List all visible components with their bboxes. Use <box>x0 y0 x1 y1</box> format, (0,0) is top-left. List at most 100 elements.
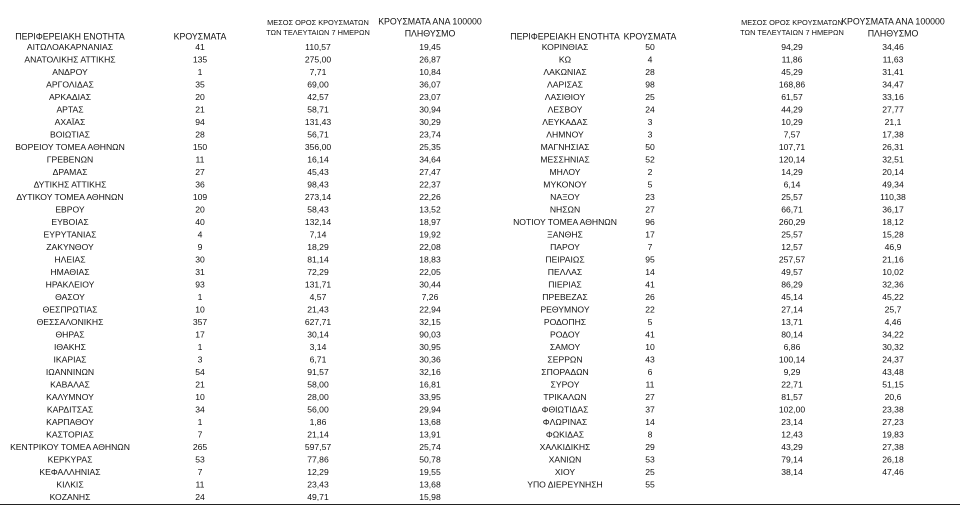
cell-value: 54 <box>195 367 205 377</box>
cell-value: 23,38 <box>882 404 904 414</box>
region-name: ΝΗΣΩΝ <box>550 204 580 214</box>
cell-value: 95 <box>645 254 655 264</box>
region-name: ΣΕΡΡΩΝ <box>547 354 582 364</box>
cell-value: 41 <box>645 279 655 289</box>
cell-value: 43,48 <box>882 367 904 377</box>
cell-value: 16,14 <box>307 154 329 164</box>
cell-value: 13,71 <box>781 317 803 327</box>
cell-value: 18,83 <box>419 254 441 264</box>
cell-value: 45,22 <box>882 292 904 302</box>
region-name: ΔΥΤΙΚΗΣ ΑΤΤΙΚΗΣ <box>34 179 107 189</box>
column-header: ΚΡΟΥΣΜΑΤΑ ΑΝΑ 100000 <box>378 16 482 26</box>
cell-value: 168,86 <box>779 79 806 89</box>
cell-value: 1 <box>198 292 203 302</box>
cell-value: 132,14 <box>305 217 332 227</box>
cell-value: 356,00 <box>305 142 332 152</box>
cell-value: 13,68 <box>419 417 441 427</box>
cell-value: 86,29 <box>781 279 803 289</box>
region-name: ΘΕΣΣΑΛΟΝΙΚΗΣ <box>37 317 104 327</box>
cell-value: 21,43 <box>307 304 329 314</box>
cell-value: 17 <box>195 329 205 339</box>
region-name: ΕΥΡΥΤΑΝΙΑΣ <box>44 229 97 239</box>
cell-value: 273,14 <box>305 192 332 202</box>
cell-value: 3 <box>648 117 653 127</box>
cell-value: 22,37 <box>419 179 441 189</box>
region-name: ΑΙΤΩΛΟΑΚΑΡΝΑΝΙΑΣ <box>27 42 113 52</box>
column-header: ΠΕΡΙΦΕΡΕΙΑΚΗ ΕΝΟΤΗΤΑ <box>15 31 125 41</box>
cell-value: 265 <box>193 442 208 452</box>
cell-value: 7 <box>198 429 203 439</box>
cell-value: 56,00 <box>307 404 329 414</box>
cell-value: 17 <box>645 229 655 239</box>
region-name: ΧΑΝΙΩΝ <box>549 454 582 464</box>
region-name: ΔΡΑΜΑΣ <box>53 167 88 177</box>
cell-value: 50,78 <box>419 454 441 464</box>
cell-value: 23,14 <box>781 417 803 427</box>
cell-value: 357 <box>193 317 208 327</box>
cell-value: 47,46 <box>882 467 904 477</box>
cell-value: 46,9 <box>885 242 902 252</box>
region-name: ΦΛΩΡΙΝΑΣ <box>543 417 587 427</box>
cell-value: 7 <box>648 242 653 252</box>
region-name: ΑΧΑΪΑΣ <box>55 117 86 127</box>
cell-value: 25,57 <box>781 229 803 239</box>
region-name: ΓΡΕΒΕΝΩΝ <box>47 154 94 164</box>
cell-value: 31 <box>195 267 205 277</box>
cell-value: 12,57 <box>781 242 803 252</box>
region-name: ΚΑΛΥΜΝΟΥ <box>46 392 94 402</box>
cell-value: 29 <box>645 442 655 452</box>
cell-value: 110,38 <box>880 192 906 202</box>
region-name: ΠΙΕΡΙΑΣ <box>548 279 582 289</box>
cell-value: 27,47 <box>419 167 441 177</box>
cell-value: 45,14 <box>781 292 803 302</box>
cell-value: 7 <box>198 467 203 477</box>
cell-value: 98,43 <box>307 179 329 189</box>
cell-value: 6,14 <box>784 179 801 189</box>
cell-value: 11 <box>646 379 655 389</box>
cell-value: 91,57 <box>307 367 329 377</box>
region-name: ΡΕΘΥΜΝΟΥ <box>540 304 589 314</box>
cell-value: 32,51 <box>882 154 904 164</box>
cell-value: 2 <box>648 167 653 177</box>
cell-value: 58,71 <box>307 104 329 114</box>
region-name: ΔΥΤΙΚΟΥ ΤΟΜΕΑ ΑΘΗΝΩΝ <box>16 192 123 202</box>
cell-value: 33,16 <box>882 92 904 102</box>
cell-value: 4,57 <box>310 292 327 302</box>
cell-value: 100,14 <box>779 354 806 364</box>
cell-value: 23 <box>645 192 655 202</box>
cell-value: 30,32 <box>882 342 904 352</box>
column-header: ΤΩΝ ΤΕΛΕΥΤΑΙΩΝ 7 ΗΜΕΡΩΝ <box>740 28 844 37</box>
region-name: ΜΑΓΝΗΣΙΑΣ <box>541 142 590 152</box>
region-name: ΥΠΟ ΔΙΕΡΕΥΝΗΣΗ <box>527 479 603 489</box>
cell-value: 28,00 <box>307 392 329 402</box>
region-name: ΕΒΡΟΥ <box>55 204 85 214</box>
cell-value: 25,35 <box>419 142 441 152</box>
region-name: ΑΡΓΟΛΙΔΑΣ <box>46 79 94 89</box>
region-name: ΠΕΛΛΑΣ <box>548 267 582 277</box>
cell-value: 4 <box>648 54 653 64</box>
region-name: ΗΜΑΘΙΑΣ <box>50 267 89 277</box>
cell-value: 94,29 <box>781 42 803 52</box>
cell-value: 22,94 <box>419 304 441 314</box>
cell-value: 4,46 <box>885 317 902 327</box>
column-header: ΚΡΟΥΣΜΑΤΑ ΑΝΑ 100000 <box>841 16 945 26</box>
column-header: ΜΕΣΟΣ ΟΡΟΣ ΚΡΟΥΣΜΑΤΩΝ <box>267 18 369 27</box>
region-name: ΗΛΕΙΑΣ <box>54 254 85 264</box>
cell-value: 27 <box>645 392 655 402</box>
region-name: ΚΕΡΚΥΡΑΣ <box>48 454 93 464</box>
cell-value: 30,14 <box>307 329 329 339</box>
cell-value: 30,29 <box>419 117 441 127</box>
cell-value: 23,74 <box>419 129 441 139</box>
cell-value: 53 <box>645 454 655 464</box>
cell-value: 14 <box>645 267 655 277</box>
region-name: ΙΚΑΡΙΑΣ <box>53 354 86 364</box>
cell-value: 81,57 <box>781 392 803 402</box>
cell-value: 627,71 <box>305 317 332 327</box>
cell-value: 30 <box>195 254 205 264</box>
cell-value: 10,29 <box>781 117 803 127</box>
column-header: ΜΕΣΟΣ ΟΡΟΣ ΚΡΟΥΣΜΑΤΩΝ <box>741 18 843 27</box>
cell-value: 34,22 <box>882 329 904 339</box>
cell-value: 11,63 <box>883 54 904 64</box>
cell-value: 79,14 <box>781 454 803 464</box>
